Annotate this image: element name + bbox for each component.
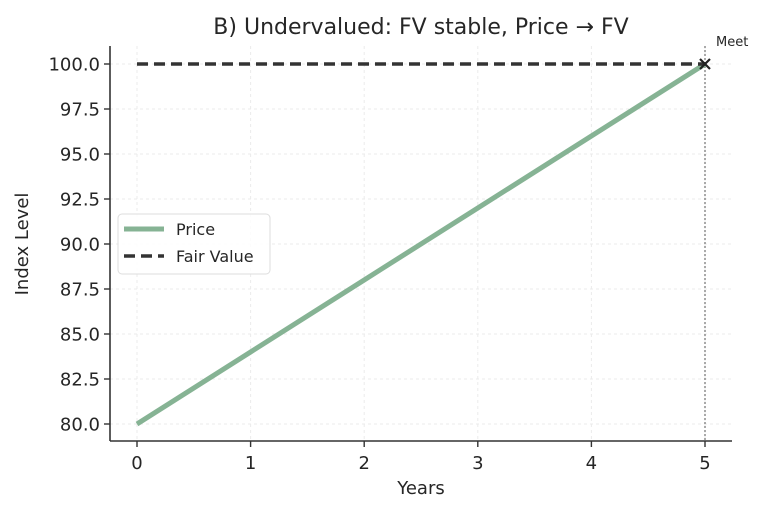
y-tick-label: 80.0 bbox=[60, 415, 100, 436]
y-tick-label: 82.5 bbox=[60, 370, 100, 391]
x-tick-label: 0 bbox=[131, 453, 142, 474]
x-axis-label: Years bbox=[396, 478, 445, 499]
y-tick-label: 95.0 bbox=[60, 145, 100, 166]
x-tick-label: 5 bbox=[699, 453, 710, 474]
x-tick-label: 2 bbox=[358, 453, 369, 474]
legend: Price Fair Value bbox=[117, 213, 271, 275]
y-axis-label: Index Level bbox=[12, 193, 33, 296]
x-tick-labels: 0 1 2 3 4 5 bbox=[131, 441, 711, 474]
legend-fair-value-label: Fair Value bbox=[176, 247, 254, 266]
chart-title: B) Undervalued: FV stable, Price → FV bbox=[213, 15, 628, 40]
y-tick-label: 97.5 bbox=[60, 100, 100, 121]
meet-annotation-label: Meet bbox=[716, 35, 748, 50]
y-tick-labels: 80.0 82.5 85.0 87.5 90.0 92.5 95.0 97.5 100.0 bbox=[48, 55, 110, 436]
legend-price-label: Price bbox=[176, 220, 215, 239]
y-tick-label: 90.0 bbox=[60, 235, 100, 256]
x-tick-label: 3 bbox=[472, 453, 483, 474]
x-tick-label: 1 bbox=[245, 453, 256, 474]
y-tick-label: 100.0 bbox=[48, 55, 100, 76]
y-tick-label: 92.5 bbox=[60, 190, 100, 211]
series-line-price bbox=[135, 61, 707, 427]
annotation: Meet bbox=[699, 35, 748, 70]
y-tick-label: 87.5 bbox=[60, 280, 100, 301]
meet-x-marker bbox=[699, 58, 711, 70]
plot-series bbox=[135, 46, 707, 441]
x-tick-label: 4 bbox=[586, 453, 597, 474]
y-tick-label: 85.0 bbox=[60, 325, 100, 346]
